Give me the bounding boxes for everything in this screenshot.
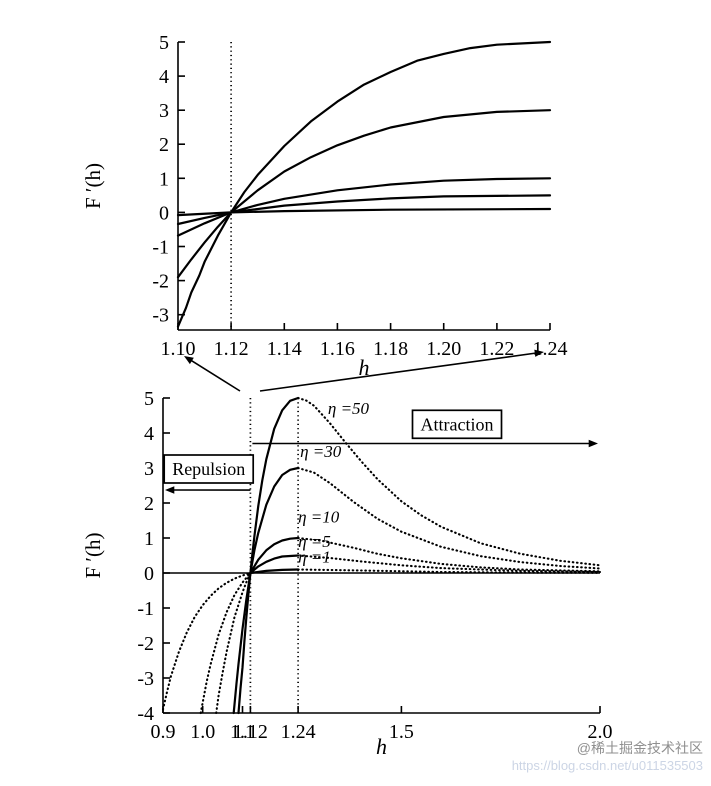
y-axis-title: F ′(h) bbox=[81, 163, 105, 209]
series-eta-10 bbox=[176, 177, 552, 237]
zoomed-detail-chart: 1.10 1.12 1.14 1.16 1.18 1.20 1.22 1.24 -3 -2 -1 0 1… bbox=[81, 32, 568, 380]
series-eta-1 bbox=[176, 207, 552, 217]
x-tick-label: 1.22 bbox=[479, 338, 514, 360]
watermark-community-text: @稀土掘金技术社区 bbox=[576, 740, 703, 756]
series-annotation: η =10 bbox=[298, 507, 340, 526]
y-axis-title: F ′(h) bbox=[81, 532, 105, 578]
y-tick-label: 2 bbox=[159, 134, 169, 156]
x-tick-label: 1.0 bbox=[190, 721, 215, 743]
y-tick-label: 3 bbox=[144, 458, 154, 480]
watermark-url-text: https://blog.csdn.net/u011535503 bbox=[511, 757, 703, 773]
series-eta-5 bbox=[176, 194, 552, 226]
x-axis-title: h bbox=[359, 355, 370, 380]
series-eta-30 bbox=[297, 466, 602, 570]
series-eta-1 bbox=[249, 568, 300, 575]
attraction-arrow-head bbox=[588, 439, 598, 448]
repulsion-box-text: Repulsion bbox=[172, 459, 245, 479]
series-eta-50 bbox=[237, 396, 300, 715]
zoom-connector-left bbox=[186, 357, 241, 392]
x-tick-label: 1.24 bbox=[281, 721, 316, 743]
y-tick-label: -1 bbox=[152, 237, 169, 259]
zoom-connector-right-head bbox=[534, 349, 544, 357]
y-tick-label: 1 bbox=[159, 168, 169, 190]
repulsion-arrow-head bbox=[165, 486, 175, 494]
y-tick-label: -4 bbox=[137, 703, 154, 725]
watermark: @稀土掘金技术社区 https://blog.csdn.net/u0115355… bbox=[512, 740, 703, 774]
series-eta-5 bbox=[199, 571, 252, 715]
series-eta-5 bbox=[249, 554, 300, 575]
series-eta-30 bbox=[176, 109, 552, 279]
series-eta-1 bbox=[297, 568, 602, 574]
y-tick-label: -3 bbox=[137, 668, 154, 690]
attraction-box bbox=[411, 409, 503, 440]
y-tick-label: 0 bbox=[159, 202, 169, 224]
series-annotation: η =5 bbox=[298, 532, 331, 551]
series-annotation: η =1 bbox=[298, 548, 331, 567]
x-tick-label: 1.20 bbox=[426, 338, 461, 360]
series-eta-1 bbox=[161, 571, 252, 711]
attraction-box-text: Attraction bbox=[421, 414, 494, 434]
y-tick-label: -3 bbox=[152, 305, 169, 327]
y-tick-label: 2 bbox=[144, 493, 154, 515]
x-tick-label: 1.5 bbox=[389, 721, 414, 743]
series-eta-50 bbox=[176, 40, 552, 328]
series-annotation: η =50 bbox=[328, 399, 370, 418]
series-eta-5 bbox=[297, 554, 602, 574]
y-tick-label: 4 bbox=[159, 66, 169, 88]
zoom-connector-left-head bbox=[184, 356, 194, 365]
y-tick-label: 4 bbox=[144, 423, 154, 445]
zoom-connector-right bbox=[259, 351, 541, 392]
x-tick-label: 1.14 bbox=[267, 338, 302, 360]
repulsion-box bbox=[163, 454, 255, 484]
y-tick-label: 0 bbox=[144, 563, 154, 585]
y-tick-label: 5 bbox=[144, 388, 154, 410]
series-annotation: η =30 bbox=[300, 442, 342, 461]
x-tick-label: 0.9 bbox=[151, 721, 176, 743]
x-tick-label: 1.18 bbox=[373, 338, 408, 360]
y-tick-label: 1 bbox=[144, 528, 154, 550]
y-tick-label: 5 bbox=[159, 32, 169, 54]
x-tick-label: 1.16 bbox=[320, 338, 355, 360]
series-eta-10 bbox=[215, 571, 252, 715]
y-tick-label: -2 bbox=[152, 271, 169, 293]
series-eta-10 bbox=[297, 536, 602, 573]
series-eta-10 bbox=[249, 536, 300, 575]
full-range-chart: 0.9 1.0 1.11.12 1.24 1.5 2.0 -4 -3 -2 -1 0 1 2 3 4 5 η =… bbox=[81, 388, 613, 759]
series-eta-30 bbox=[232, 466, 300, 715]
y-tick-label: 3 bbox=[159, 100, 169, 122]
x-tick-label: 1.12 bbox=[214, 338, 249, 360]
x-tick-label: 2.0 bbox=[588, 721, 613, 743]
x-tick-label: 1.24 bbox=[533, 338, 568, 360]
x-tick-label: 1.1 bbox=[230, 721, 255, 743]
x-tick-label: 1.12 bbox=[233, 721, 268, 743]
y-tick-label: -1 bbox=[137, 598, 154, 620]
x-axis-title: h bbox=[376, 734, 387, 759]
series-eta-50 bbox=[297, 396, 602, 567]
y-tick-label: -2 bbox=[137, 633, 154, 655]
x-tick-label: 1.10 bbox=[161, 338, 196, 360]
